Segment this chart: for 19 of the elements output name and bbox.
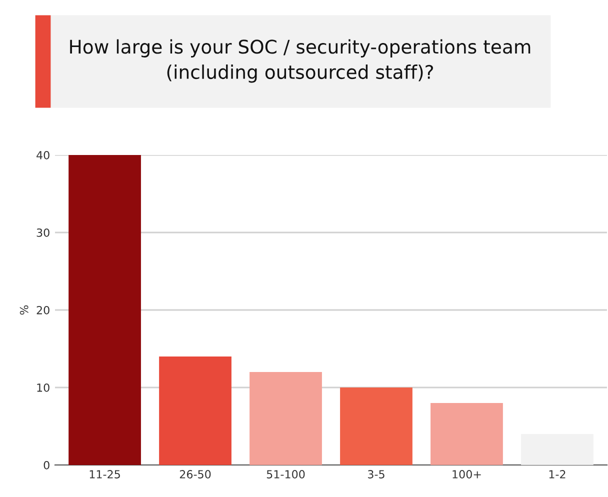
chart-title: How large is your SOC / security-operations team (including outsourced staff)? bbox=[70, 39, 530, 83]
y-tick-label: 0 bbox=[44, 460, 50, 470]
y-tick-label: 20 bbox=[36, 306, 50, 314]
x-tick-label: 11-25 bbox=[90, 470, 120, 478]
x-tick-label: 1-2 bbox=[549, 470, 566, 478]
bar bbox=[340, 388, 412, 465]
x-tick-label: 51-100 bbox=[266, 470, 305, 478]
x-tick-label: 26-50 bbox=[180, 470, 211, 478]
bar bbox=[250, 372, 322, 465]
y-axis-title: % bbox=[20, 305, 28, 315]
x-tick-label: 100+ bbox=[452, 470, 481, 478]
bar bbox=[159, 356, 232, 465]
bar bbox=[68, 155, 141, 465]
y-tick-label: 10 bbox=[37, 383, 50, 392]
x-tick-label: 3-5 bbox=[368, 470, 384, 478]
bar bbox=[521, 434, 594, 465]
y-tick-label: 40 bbox=[36, 150, 50, 160]
y-tick-label: 30 bbox=[36, 228, 50, 237]
bar bbox=[430, 403, 503, 465]
